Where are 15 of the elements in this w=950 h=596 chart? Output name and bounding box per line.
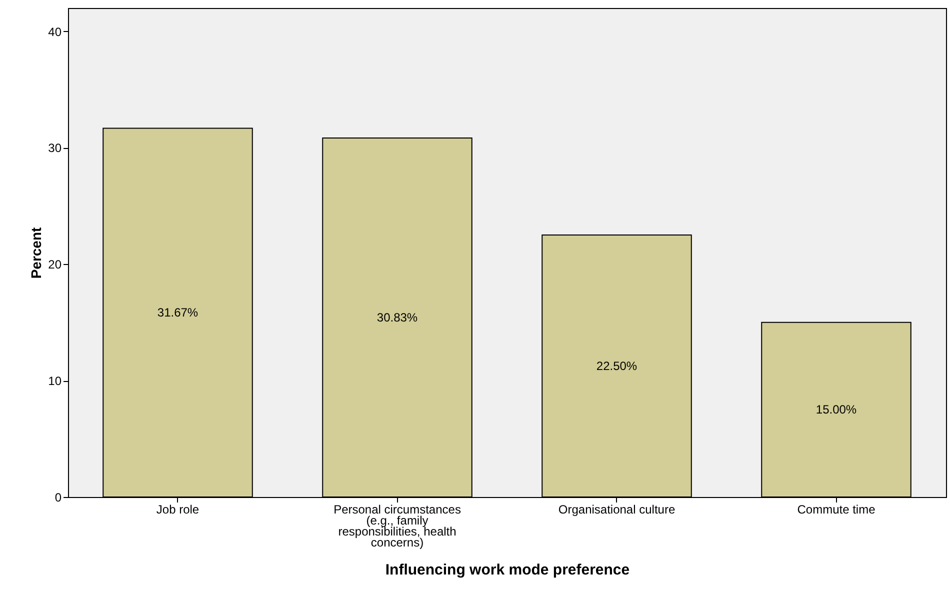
data-label: 30.83% (376, 310, 418, 325)
x-tick-label: Job role (156, 502, 200, 516)
x-tick-label: Personal circumstances (e.g., family responsibilities, health concerns) (334, 502, 461, 550)
x-tick-label: Commute time (797, 502, 876, 516)
data-label: 15.00% (816, 402, 857, 417)
y-tick-label: 40 (48, 24, 62, 39)
x-tick-label: Organisational culture (558, 502, 676, 516)
y-tick-label: 20 (48, 258, 62, 272)
y-tick-label: 0 (54, 490, 62, 504)
data-label: 22.50% (596, 359, 638, 374)
y-axis-title: Percent (28, 226, 44, 279)
y-tick-label: 30 (48, 141, 62, 156)
y-tick-label: 10 (48, 374, 62, 388)
data-label: 31.67% (157, 306, 198, 320)
x-axis-title: Influencing work mode preference (385, 562, 630, 578)
